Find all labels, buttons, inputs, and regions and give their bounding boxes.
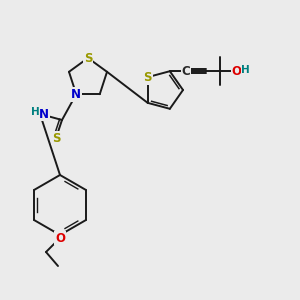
Text: N: N bbox=[39, 107, 49, 121]
Text: H: H bbox=[31, 107, 39, 117]
Text: H: H bbox=[242, 65, 250, 75]
Text: S: S bbox=[143, 70, 152, 84]
Text: S: S bbox=[84, 52, 92, 64]
Text: C: C bbox=[182, 65, 190, 78]
Text: O: O bbox=[232, 65, 242, 78]
Text: S: S bbox=[52, 131, 60, 145]
Text: N: N bbox=[71, 88, 81, 101]
Text: O: O bbox=[55, 232, 65, 244]
